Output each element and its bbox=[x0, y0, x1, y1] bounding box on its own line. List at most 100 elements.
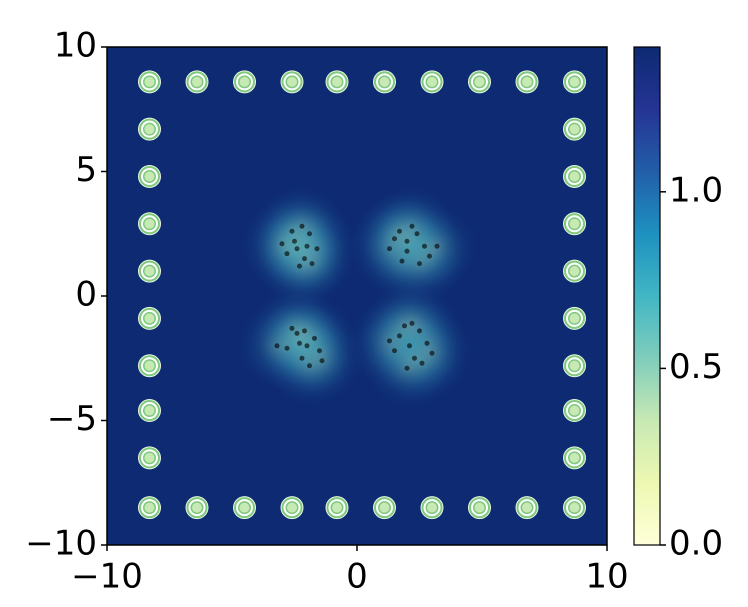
boundary-point-ring bbox=[141, 215, 158, 233]
boundary-point-ring bbox=[566, 262, 583, 280]
data-point bbox=[284, 251, 290, 257]
boundary-point-center bbox=[569, 76, 580, 87]
boundary-point-center bbox=[427, 502, 437, 513]
data-point bbox=[274, 343, 280, 349]
data-point bbox=[409, 223, 415, 229]
data-point bbox=[419, 360, 425, 366]
boundary-point-center bbox=[144, 502, 155, 513]
x-tick-label: 0 bbox=[346, 557, 368, 597]
boundary-point-center bbox=[144, 171, 155, 182]
data-point bbox=[312, 335, 317, 341]
data-point bbox=[279, 241, 285, 247]
boundary-point-ring bbox=[283, 499, 301, 517]
boundary-point-ring bbox=[518, 73, 536, 91]
boundary-point-ring bbox=[141, 120, 158, 138]
data-point bbox=[424, 340, 430, 346]
boundary-point-ring bbox=[566, 73, 583, 91]
boundary-point-ring bbox=[376, 73, 393, 91]
boundary-point-center bbox=[379, 76, 390, 87]
heatmap-background bbox=[107, 47, 607, 545]
y-tick-label: 10 bbox=[54, 26, 97, 66]
data-point bbox=[399, 258, 405, 264]
data-point bbox=[404, 238, 410, 244]
data-point bbox=[387, 338, 392, 344]
data-point bbox=[297, 340, 302, 346]
boundary-point-center bbox=[569, 266, 580, 277]
boundary-point-ring bbox=[566, 402, 583, 420]
boundary-point-center bbox=[239, 502, 250, 513]
y-tick-label: −10 bbox=[25, 524, 97, 564]
boundary-point-center bbox=[332, 502, 342, 513]
boundary-point-center bbox=[569, 313, 580, 324]
boundary-point-center bbox=[569, 502, 580, 513]
colorbar-tick-label: 0.0 bbox=[669, 524, 723, 564]
data-point bbox=[289, 325, 295, 331]
data-point bbox=[292, 238, 297, 244]
x-tick-label: −10 bbox=[71, 557, 143, 597]
boundary-point-center bbox=[144, 124, 155, 135]
boundary-point-ring bbox=[188, 499, 206, 517]
boundary-point-center bbox=[522, 76, 532, 87]
data-point bbox=[302, 328, 307, 334]
boundary-point-ring bbox=[141, 167, 158, 185]
colorbar bbox=[633, 46, 661, 546]
boundary-point-ring bbox=[566, 309, 583, 327]
boundary-point-ring bbox=[566, 167, 583, 185]
data-point bbox=[304, 343, 310, 349]
data-point bbox=[422, 243, 427, 249]
boundary-point-center bbox=[144, 76, 155, 87]
colorbar-tick-label: 0.5 bbox=[669, 347, 723, 387]
y-tick-label: 5 bbox=[75, 150, 97, 190]
boundary-point-center bbox=[427, 76, 437, 87]
boundary-point-center bbox=[569, 405, 580, 416]
data-point bbox=[294, 246, 300, 252]
boundary-point-center bbox=[474, 76, 485, 87]
data-point bbox=[307, 363, 312, 369]
data-point bbox=[414, 231, 420, 237]
data-point bbox=[387, 246, 392, 252]
data-point bbox=[289, 228, 295, 234]
y-tick-label: 0 bbox=[75, 275, 97, 315]
boundary-point-ring bbox=[141, 73, 158, 91]
data-point bbox=[392, 348, 397, 354]
boundary-point-ring bbox=[236, 73, 253, 91]
data-point bbox=[307, 231, 312, 237]
data-point bbox=[297, 263, 302, 269]
data-point bbox=[294, 330, 300, 336]
data-point bbox=[417, 328, 422, 334]
boundary-point-ring bbox=[141, 449, 158, 467]
boundary-point-ring bbox=[518, 499, 536, 517]
data-point bbox=[299, 355, 305, 361]
boundary-point-center bbox=[287, 502, 297, 513]
boundary-point-ring bbox=[423, 499, 441, 517]
boundary-point-ring bbox=[141, 309, 158, 327]
boundary-point-ring bbox=[141, 402, 158, 420]
data-point bbox=[407, 343, 412, 349]
boundary-point-ring bbox=[328, 73, 346, 91]
data-point bbox=[402, 323, 407, 329]
boundary-point-ring bbox=[283, 73, 301, 91]
boundary-point-ring bbox=[141, 499, 158, 517]
boundary-point-ring bbox=[423, 73, 441, 91]
boundary-point-ring bbox=[566, 120, 583, 138]
data-point bbox=[392, 236, 397, 242]
data-point bbox=[404, 248, 410, 254]
boundary-point-ring bbox=[236, 499, 253, 517]
boundary-point-center bbox=[569, 452, 580, 463]
boundary-point-center bbox=[522, 502, 532, 513]
boundary-point-ring bbox=[328, 499, 346, 517]
boundary-point-ring bbox=[471, 73, 488, 91]
boundary-point-ring bbox=[141, 357, 158, 375]
y-tick-label: −5 bbox=[47, 399, 97, 439]
boundary-point-center bbox=[569, 360, 580, 371]
boundary-point-center bbox=[287, 76, 297, 87]
data-point bbox=[412, 355, 417, 361]
boundary-point-center bbox=[192, 76, 202, 87]
data-point bbox=[309, 261, 315, 267]
boundary-point-ring bbox=[141, 262, 158, 280]
boundary-point-center bbox=[569, 171, 580, 182]
data-point bbox=[317, 348, 322, 354]
boundary-point-ring bbox=[566, 357, 583, 375]
boundary-point-center bbox=[192, 502, 202, 513]
